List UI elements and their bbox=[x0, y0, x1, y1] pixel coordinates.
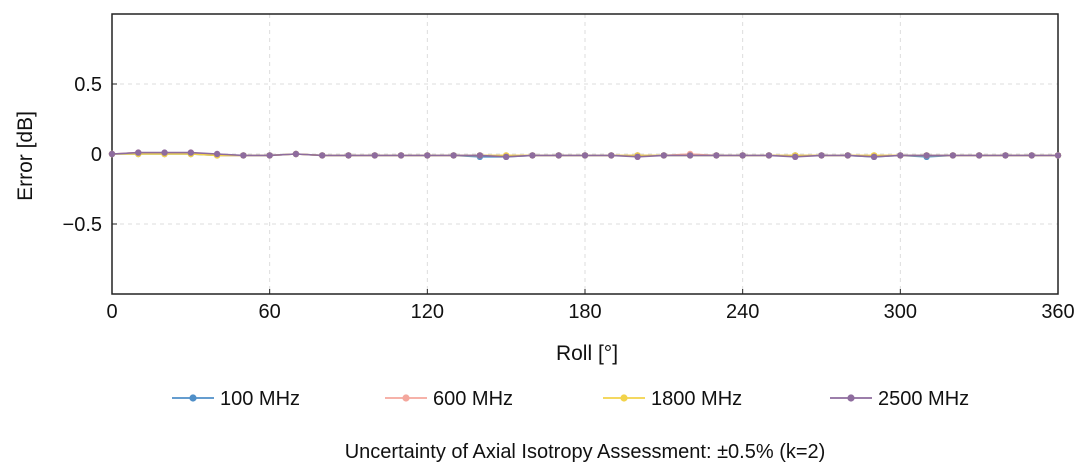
data-point bbox=[1002, 152, 1009, 159]
data-point bbox=[187, 149, 195, 156]
x-tick-label: 180 bbox=[568, 301, 601, 323]
data-point bbox=[818, 152, 825, 159]
data-point bbox=[870, 153, 878, 160]
data-point bbox=[450, 152, 457, 159]
data-point bbox=[529, 152, 536, 159]
x-axis-label: Roll [°] bbox=[556, 342, 618, 365]
data-point bbox=[765, 152, 773, 159]
data-point bbox=[502, 153, 510, 160]
legend-entry: 1800 MHz bbox=[603, 388, 742, 410]
data-point bbox=[555, 152, 562, 159]
data-point bbox=[949, 152, 957, 159]
data-point bbox=[371, 152, 378, 159]
legend-swatch-marker bbox=[189, 394, 197, 402]
y-tick-label: 0 bbox=[91, 144, 102, 166]
data-point bbox=[975, 152, 983, 159]
data-point bbox=[161, 149, 168, 156]
x-tick-label: 360 bbox=[1041, 301, 1074, 323]
legend-entry: 600 MHz bbox=[385, 388, 513, 410]
uncertainty-note: Uncertainty of Axial Isotropy Assessment… bbox=[345, 441, 826, 463]
data-point bbox=[660, 152, 668, 159]
x-tick-label: 300 bbox=[884, 301, 917, 323]
data-point bbox=[923, 152, 930, 159]
legend-swatch-marker bbox=[847, 394, 855, 402]
legend-label: 100 MHz bbox=[220, 388, 300, 410]
data-point bbox=[844, 152, 851, 159]
data-point bbox=[476, 152, 484, 159]
data-point bbox=[266, 152, 273, 159]
legend-label: 600 MHz bbox=[433, 388, 513, 410]
data-point bbox=[608, 152, 615, 159]
legend-swatch-marker bbox=[620, 394, 628, 402]
data-point bbox=[1054, 152, 1062, 159]
data-point bbox=[424, 152, 431, 159]
legend: 100 MHz 600 MHz 1800 MHz 2500 MHz bbox=[172, 388, 969, 410]
x-tick-label: 0 bbox=[106, 301, 117, 323]
data-point bbox=[292, 150, 300, 158]
data-point bbox=[240, 152, 247, 159]
legend-label: 2500 MHz bbox=[878, 388, 969, 410]
x-tick-label: 120 bbox=[411, 301, 444, 323]
data-point bbox=[213, 150, 221, 158]
y-tick-label: −0.5 bbox=[63, 214, 102, 236]
data-point bbox=[345, 152, 352, 159]
data-point bbox=[319, 152, 326, 159]
x-tick-label: 240 bbox=[726, 301, 759, 323]
data-point bbox=[713, 152, 720, 159]
data-point bbox=[397, 152, 405, 159]
axis-ticks: 0 60 120 180 240 300 360 0.5 0 −0.5 bbox=[63, 74, 1075, 323]
data-point bbox=[897, 152, 904, 159]
data-point bbox=[739, 152, 746, 159]
data-point bbox=[135, 149, 142, 156]
legend-entry: 2500 MHz bbox=[830, 388, 969, 410]
data-point bbox=[792, 153, 799, 160]
data-point bbox=[108, 150, 116, 158]
y-axis-label: Error [dB] bbox=[14, 111, 37, 201]
series-2500-mhz bbox=[108, 149, 1062, 160]
series-layer bbox=[108, 149, 1062, 160]
y-tick-label: 0.5 bbox=[74, 74, 102, 96]
data-point bbox=[686, 152, 694, 159]
data-point bbox=[581, 152, 589, 159]
data-point bbox=[634, 153, 641, 160]
data-point bbox=[1028, 152, 1035, 159]
legend-swatch-marker bbox=[402, 394, 410, 402]
x-tick-label: 60 bbox=[259, 301, 281, 323]
legend-label: 1800 MHz bbox=[651, 388, 742, 410]
legend-entry: 100 MHz bbox=[172, 388, 300, 410]
